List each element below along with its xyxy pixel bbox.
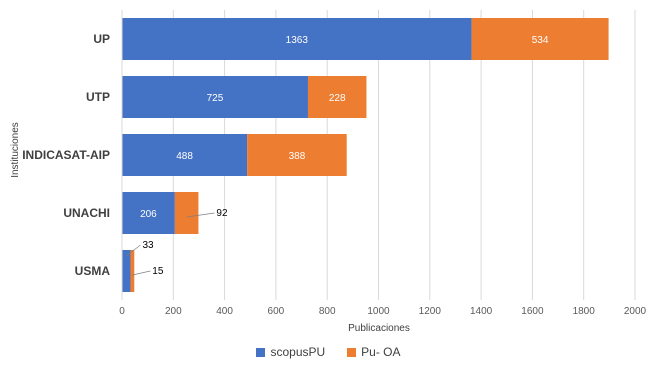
leader-line-usma-pu-oa — [132, 270, 151, 276]
x-tick-label: 2000 — [624, 306, 647, 317]
y-tick-label-indicasat-aip: INDICASAT-AIP — [22, 148, 110, 162]
data-label-utp-scopuspu: 725 — [207, 93, 224, 104]
leader-line-usma-scopuspu — [126, 244, 141, 257]
data-label-unachi-scopuspu: 206 — [140, 209, 157, 220]
y-tick-label-usma: USMA — [75, 264, 111, 278]
leader-line-unachi-pu-oa — [186, 212, 215, 218]
legend-item-scopuspu: scopusPU — [256, 345, 325, 359]
bar-usma-scopuspu — [122, 250, 131, 292]
legend-swatch-scopuspu — [256, 347, 266, 357]
x-tick-label: 1200 — [419, 306, 442, 317]
data-label-up-scopuspu: 1363 — [286, 35, 309, 46]
x-tick-label: 1800 — [573, 306, 596, 317]
x-tick-label: 600 — [268, 306, 285, 317]
bar-up-scopuspu — [122, 18, 472, 60]
data-label-indicasat-aip-scopuspu: 488 — [176, 151, 193, 162]
legend: scopusPU Pu- OA — [0, 345, 657, 359]
axes: 0 200 400 600 800 1000 1200 1400 1600 1800 2000 UP U… — [22, 10, 647, 317]
x-tick-label: 800 — [319, 306, 336, 317]
bar-utp-pu-oa — [307, 76, 367, 118]
bar-indicasat-aip-scopuspu — [122, 134, 248, 176]
data-label-usma-pu-oa: 15 — [152, 266, 164, 277]
bars — [122, 18, 609, 292]
bar-utp-scopuspu — [122, 76, 308, 118]
x-tick-label: 0 — [119, 306, 125, 317]
x-tick-label: 1400 — [470, 306, 493, 317]
legend-item-pu-oa: Pu- OA — [347, 345, 401, 359]
bar-usma-pu-oa — [130, 250, 135, 292]
legend-swatch-pu-oa — [347, 347, 357, 357]
bar-unachi-scopuspu — [122, 192, 175, 234]
data-label-up-pu-oa: 534 — [532, 35, 549, 46]
data-label-unachi-pu-oa: 92 — [216, 208, 228, 219]
data-label-usma-scopuspu: 33 — [142, 240, 154, 251]
x-axis-title: Publicaciones — [348, 323, 410, 334]
x-tick-label: 1600 — [521, 306, 544, 317]
x-tick-label: 400 — [216, 306, 233, 317]
data-label-utp-pu-oa: 228 — [329, 93, 346, 104]
bar-up-pu-oa — [471, 18, 609, 60]
x-tick-label: 200 — [165, 306, 182, 317]
x-tick-label: 1000 — [367, 306, 390, 317]
y-tick-label-up: UP — [93, 32, 110, 46]
data-label-indicasat-aip-pu-oa: 388 — [289, 151, 306, 162]
bar-unachi-pu-oa — [174, 192, 199, 234]
data-labels: 1363 534 725 228 488 388 206 92 33 15 — [126, 35, 549, 277]
y-axis-title: Instituciones — [10, 122, 21, 178]
bar-chart-svg: 1363 534 725 228 488 388 206 92 33 15 0 200 400 600 8… — [10, 10, 647, 334]
bar-indicasat-aip-pu-oa — [247, 134, 347, 176]
y-tick-label-utp: UTP — [86, 90, 110, 104]
legend-label-scopuspu: scopusPU — [270, 345, 326, 359]
legend-label-pu-oa: Pu- OA — [361, 345, 401, 359]
y-tick-label-unachi: UNACHI — [63, 206, 110, 220]
